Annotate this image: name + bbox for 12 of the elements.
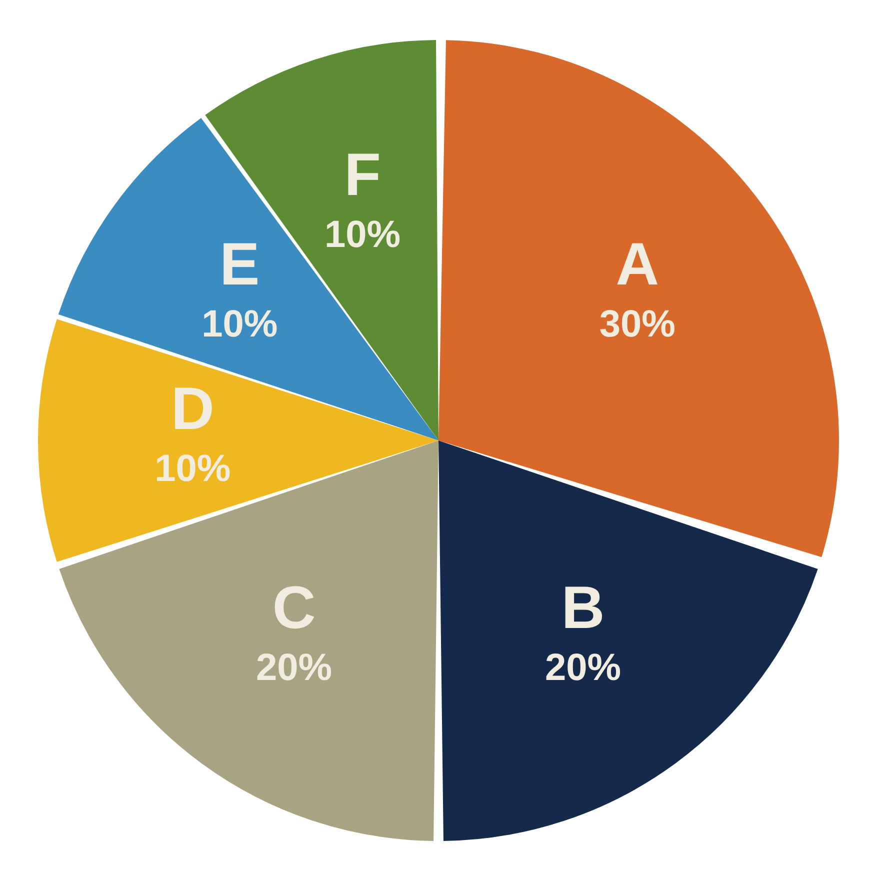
data-label: 20%: [544, 646, 622, 689]
slice-label: F: [344, 141, 381, 208]
slice-label: E: [220, 230, 260, 298]
slice-label: B: [561, 574, 605, 641]
slice-label: A: [616, 230, 660, 298]
data-label: 30%: [599, 303, 676, 346]
slice-label: D: [171, 375, 214, 442]
data-label: 20%: [256, 646, 332, 689]
data-label: 10%: [202, 303, 278, 346]
slice-label: C: [272, 574, 316, 641]
data-label: 10%: [154, 448, 231, 490]
data-label: 10%: [324, 214, 401, 256]
